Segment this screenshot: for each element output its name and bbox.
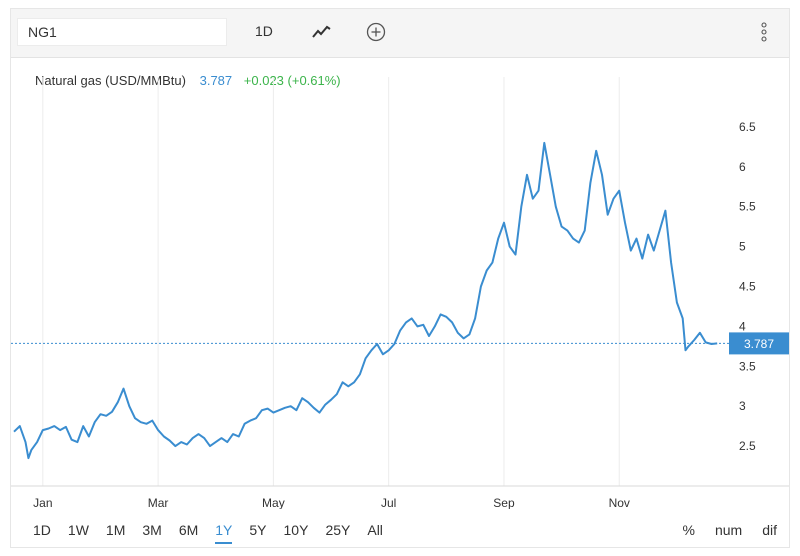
x-tick-label: Sep (493, 496, 515, 509)
range-button-1m[interactable]: 1M (105, 522, 126, 538)
symbol-input[interactable]: NG1 (17, 18, 227, 46)
x-tick-label: Jan (33, 496, 52, 509)
y-tick-label: 3.5 (739, 359, 756, 373)
legend-change: +0.023 (+0.61%) (243, 73, 341, 88)
last-price-tag (729, 332, 789, 355)
y-tick-label: 4 (739, 319, 746, 333)
range-selector: 1D 1W 1M 3M 6M 1Y 5Y 10Y 25Y All (33, 522, 400, 544)
y-tick-label: 6 (739, 160, 746, 174)
x-tick-label: May (262, 496, 285, 509)
scale-button-dif[interactable]: dif (762, 522, 777, 538)
range-button-25y[interactable]: 25Y (325, 522, 351, 538)
plus-circle-icon[interactable] (365, 21, 387, 43)
toolbar: NG1 1D (11, 9, 789, 58)
price-chart[interactable]: Jan Mar May Jul Sep Nov 2.5 3 3.5 4 4.5 5 5.5 6 6.5 3.7… (11, 9, 789, 509)
y-tick-label: 5.5 (739, 200, 756, 214)
scale-button-percent[interactable]: % (682, 522, 695, 538)
range-button-1w[interactable]: 1W (67, 522, 89, 538)
x-tick-label: Nov (609, 496, 630, 509)
x-tick-label: Jul (381, 496, 396, 509)
line-chart-icon[interactable] (310, 21, 332, 43)
legend-name: Natural gas (USD/MMBtu) (35, 73, 186, 88)
range-button-10y[interactable]: 10Y (283, 522, 309, 538)
y-tick-label: 5 (739, 240, 746, 254)
y-tick-label: 6.5 (739, 120, 756, 134)
legend: Natural gas (USD/MMBtu) 3.787 +0.023 (+0… (35, 73, 341, 88)
y-tick-label: 4.5 (739, 280, 756, 294)
y-tick-label: 3 (739, 399, 746, 413)
interval-button[interactable]: 1D (255, 23, 273, 39)
scale-button-num[interactable]: num (714, 522, 743, 538)
range-button-6m[interactable]: 6M (178, 522, 199, 538)
range-button-5y[interactable]: 5Y (249, 522, 267, 538)
y-tick-label: 2.5 (739, 439, 756, 453)
scale-selector: % num dif (663, 522, 777, 538)
range-button-1d[interactable]: 1D (33, 522, 51, 538)
x-tick-label: Mar (148, 496, 169, 509)
range-button-3m[interactable]: 3M (142, 522, 162, 538)
price-series-line[interactable] (13, 141, 718, 460)
last-price-tag-label: 3.787 (744, 337, 774, 351)
legend-price: 3.787 (199, 73, 233, 88)
range-button-1y[interactable]: 1Y (215, 522, 233, 544)
vertical-dots-icon[interactable] (759, 19, 769, 45)
chart-widget: NG1 1D Natural gas (USD/MMBtu) 3.787 +0.… (10, 8, 790, 548)
range-button-all[interactable]: All (367, 522, 383, 538)
